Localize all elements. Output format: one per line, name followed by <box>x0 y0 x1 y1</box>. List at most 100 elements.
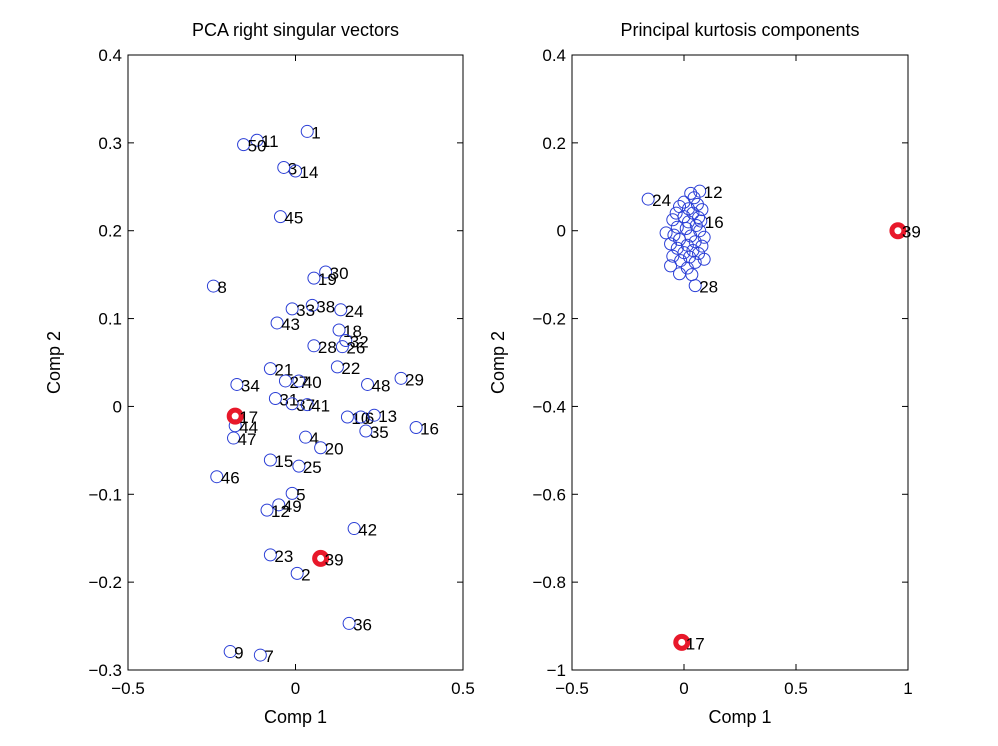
point-marker <box>227 431 241 445</box>
point-marker <box>263 548 277 562</box>
point-marker <box>263 362 277 376</box>
point-marker <box>664 259 678 273</box>
point-marker <box>666 249 680 263</box>
point-marker <box>305 298 319 312</box>
y-tick-label: 0.4 <box>542 46 566 65</box>
y-tick-label: −1 <box>547 661 566 680</box>
y-tick-label: −0.8 <box>532 573 566 592</box>
point-marker <box>666 213 680 227</box>
point-label: 16 <box>420 420 439 439</box>
point-marker <box>677 195 691 209</box>
point-marker <box>300 398 314 412</box>
point-label: 17 <box>239 408 258 427</box>
point-label: 25 <box>303 458 322 477</box>
point-marker <box>680 261 694 275</box>
point-label: 18 <box>343 322 362 341</box>
point-marker <box>237 138 251 152</box>
y-tick-label: −0.4 <box>532 397 566 416</box>
chart-title: Principal kurtosis components <box>620 20 859 40</box>
point-label: 12 <box>704 183 723 202</box>
y-tick-label: 0.4 <box>98 46 122 65</box>
point-marker <box>277 160 291 174</box>
point-marker <box>278 374 292 388</box>
point-marker <box>290 566 304 580</box>
point-label: 43 <box>281 315 300 334</box>
point-label: 33 <box>296 301 315 320</box>
x-axis-title: Comp 1 <box>264 707 327 727</box>
point-marker <box>289 164 302 178</box>
plot-principal-kurtosis-components: Principal kurtosis components Comp 1 Com… <box>488 20 921 727</box>
point-marker <box>263 453 277 467</box>
point-label: 11 <box>261 132 279 151</box>
point-marker <box>272 498 286 512</box>
point-marker <box>669 206 683 220</box>
point-marker <box>697 230 711 244</box>
point-marker <box>685 268 699 282</box>
point-marker <box>354 410 368 424</box>
x-tick-label: −0.5 <box>111 679 145 698</box>
point-marker <box>334 303 348 317</box>
point-label: 3 <box>288 159 297 178</box>
point-label: 38 <box>316 297 335 316</box>
point-marker <box>285 397 299 411</box>
y-tick-label: 0.3 <box>98 134 122 153</box>
point-marker <box>347 522 361 536</box>
point-marker <box>223 645 237 659</box>
point-marker <box>285 302 299 316</box>
point-label: 36 <box>353 615 372 634</box>
point-marker <box>268 392 282 406</box>
point-marker <box>307 271 321 285</box>
point-label: 39 <box>902 223 921 242</box>
point-marker <box>684 186 698 200</box>
point-marker <box>206 279 220 293</box>
y-tick-label: 0 <box>557 222 566 241</box>
point-label: 14 <box>300 163 319 182</box>
point-label: 28 <box>699 278 718 297</box>
point-label: 22 <box>341 359 360 378</box>
point-label: 47 <box>238 430 257 449</box>
point-marker <box>299 430 313 444</box>
point-label: 2 <box>301 565 310 584</box>
axes-frame <box>571 54 909 671</box>
point-label: 50 <box>248 137 267 156</box>
point-label: 5 <box>296 485 305 504</box>
point-label: 17 <box>686 634 705 653</box>
point-label: 15 <box>274 452 293 471</box>
y-axis-title: Comp 2 <box>44 331 64 394</box>
point-label: 39 <box>325 550 344 569</box>
point-label: 9 <box>234 644 243 663</box>
point-label: 48 <box>372 376 391 395</box>
point-marker <box>359 424 373 438</box>
point-marker <box>367 408 381 422</box>
y-tick-label: −0.1 <box>88 485 122 504</box>
y-tick-label: 0.2 <box>98 222 122 241</box>
y-tick-label: −0.6 <box>532 485 566 504</box>
point-label: 28 <box>318 338 337 357</box>
point-marker <box>342 616 356 630</box>
point-marker <box>670 220 684 234</box>
point-marker <box>300 124 314 138</box>
y-tick-label: −0.3 <box>88 661 122 680</box>
point-label: 49 <box>283 497 302 516</box>
point-marker <box>409 421 423 435</box>
point-marker <box>292 459 306 473</box>
x-tick-label: 0 <box>679 679 688 698</box>
point-label: 44 <box>239 418 258 437</box>
point-label: 24 <box>652 191 671 210</box>
point-label: 8 <box>217 278 226 297</box>
point-label: 20 <box>325 440 344 459</box>
point-label: 7 <box>264 647 273 666</box>
point-marker <box>253 648 267 662</box>
point-label: 23 <box>274 547 293 566</box>
point-marker <box>697 252 711 266</box>
point-marker <box>674 254 688 268</box>
point-marker <box>230 377 244 391</box>
point-marker <box>319 265 333 279</box>
point-label: 19 <box>318 270 337 289</box>
point-label: 34 <box>241 376 260 395</box>
x-tick-label: 0 <box>291 679 300 698</box>
point-label: 12 <box>271 502 290 521</box>
point-marker <box>273 210 287 224</box>
point-label: 21 <box>274 361 293 380</box>
x-tick-label: 0.5 <box>451 679 475 698</box>
